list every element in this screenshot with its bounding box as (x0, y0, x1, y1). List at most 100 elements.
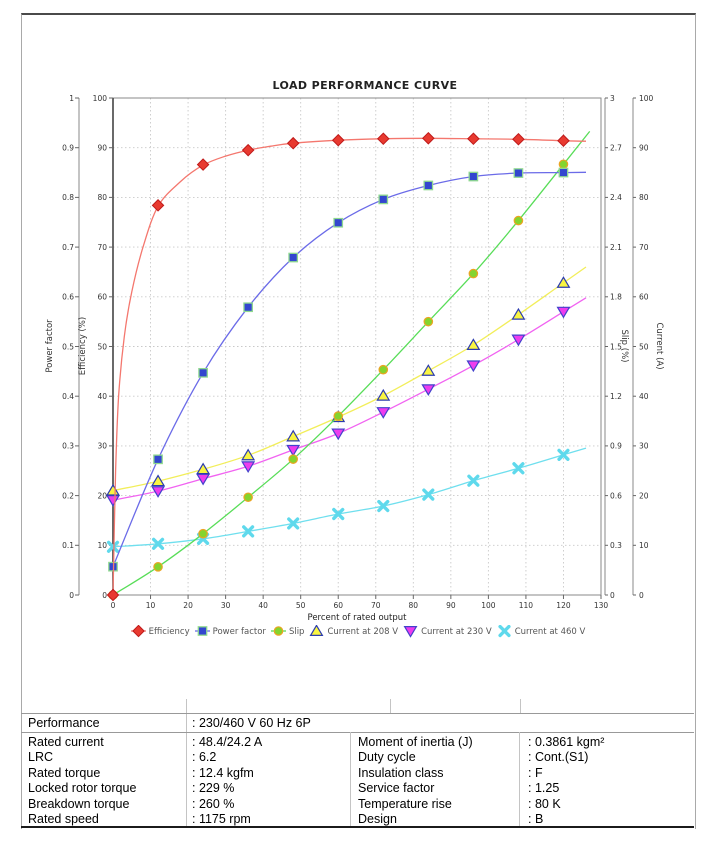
legend-label: Efficiency (148, 626, 190, 637)
row-value: : 260 % (192, 796, 235, 811)
svg-text:30: 30 (221, 601, 231, 610)
row-label: Rated speed (28, 811, 99, 826)
svg-text:60: 60 (639, 293, 649, 302)
svg-text:20: 20 (183, 601, 193, 610)
svg-text:0.6: 0.6 (62, 293, 74, 302)
row-value: : 48.4/24.2 A (192, 735, 263, 749)
svg-text:0: 0 (111, 601, 116, 610)
svg-text:70: 70 (97, 243, 107, 252)
svg-text:1.8: 1.8 (610, 293, 622, 302)
row-label: Rated torque (28, 765, 101, 780)
svg-text:100: 100 (481, 601, 496, 610)
table-row: Rated torque : 12.4 kgfm (28, 766, 348, 781)
svg-text:0: 0 (102, 591, 107, 600)
row-label: Breakdown torque (28, 796, 130, 811)
svg-text:0.1: 0.1 (62, 541, 74, 550)
row-value: : 12.4 kgfm (192, 765, 254, 780)
legend-item-current-at-460-v: Current at 460 V (497, 625, 586, 638)
table-divider (350, 732, 351, 827)
row-value: : 1175 rpm (192, 811, 251, 826)
svg-text:10: 10 (97, 541, 107, 550)
legend-label: Power factor (212, 626, 266, 637)
table-divider (519, 732, 520, 827)
svg-text:Power factor: Power factor (45, 319, 55, 373)
svg-text:3: 3 (610, 94, 615, 103)
svg-text:60: 60 (97, 293, 107, 302)
svg-text:100: 100 (639, 94, 654, 103)
svg-text:30: 30 (97, 442, 107, 451)
svg-text:0.8: 0.8 (62, 193, 74, 202)
row-value: : 229 % (192, 781, 235, 796)
x-marker-icon (498, 625, 511, 638)
legend-item-slip: Slip (270, 625, 305, 638)
row-value: : 1.25 (528, 781, 560, 796)
svg-text:20: 20 (639, 491, 649, 500)
svg-text:0.2: 0.2 (62, 491, 74, 500)
performance-row: Performance : 230/460 V 60 Hz 6P (28, 714, 688, 732)
circle-marker-icon (270, 626, 286, 636)
svg-text:0.3: 0.3 (610, 541, 622, 550)
row-label: Service factor (358, 781, 435, 796)
row-value: : 0.3861 kgm² (528, 735, 605, 749)
svg-text:2.1: 2.1 (610, 243, 622, 252)
svg-text:2.7: 2.7 (610, 144, 622, 153)
triangle-down-marker-icon (403, 626, 418, 638)
table-row: Rated speed : 1175 rpm (28, 812, 348, 827)
svg-text:90: 90 (97, 144, 107, 153)
svg-text:100: 100 (93, 94, 108, 103)
row-label: Temperature rise (358, 796, 452, 811)
spec-table-left: Rated current: 48.4/24.2 A LRC: 6.2 Rated … (28, 735, 348, 827)
svg-text:120: 120 (556, 601, 571, 610)
table-row: Design: B (358, 812, 688, 827)
triangle-up-marker-icon (310, 625, 324, 636)
row-value: : 6.2 (192, 750, 217, 765)
row-label: Rated current (28, 735, 104, 749)
row-label: Insulation class (358, 765, 444, 780)
legend-label: Current at 230 V (421, 626, 492, 637)
table-row: Service factor : 1.25 (358, 781, 688, 796)
legend-label: Current at 460 V (514, 626, 586, 637)
legend-label: Slip (288, 626, 305, 637)
svg-text:0.5: 0.5 (62, 342, 74, 351)
svg-text:0.7: 0.7 (62, 243, 74, 252)
svg-text:0.4: 0.4 (62, 392, 74, 401)
performance-label: Performance (28, 716, 100, 730)
row-label: Locked rotor torque (28, 781, 137, 796)
svg-text:70: 70 (371, 601, 381, 610)
row-label: Moment of inertia (J) (358, 735, 473, 749)
svg-text:70: 70 (639, 243, 649, 252)
legend-item-power-factor: Power factor (194, 625, 266, 638)
svg-text:130: 130 (594, 601, 609, 610)
svg-text:0.9: 0.9 (610, 442, 622, 451)
svg-text:2.4: 2.4 (610, 193, 622, 202)
svg-text:30: 30 (639, 442, 649, 451)
svg-text:10: 10 (639, 541, 649, 550)
svg-text:50: 50 (97, 342, 107, 351)
svg-text:1: 1 (69, 94, 74, 103)
svg-text:50: 50 (639, 342, 649, 351)
svg-text:Efficiency (%): Efficiency (%) (78, 317, 88, 375)
svg-text:0: 0 (69, 591, 74, 600)
svg-text:0: 0 (639, 591, 644, 600)
svg-text:Current (A): Current (A) (654, 322, 664, 369)
svg-text:40: 40 (258, 601, 268, 610)
svg-text:10: 10 (146, 601, 156, 610)
table-divider (186, 699, 187, 827)
page-border (21, 13, 696, 829)
svg-text:80: 80 (639, 193, 649, 202)
load-performance-chart: 0 0.1 0.2 0.3 0.4 0.5 0.6 0.7 0.8 0.9 1 Power facto… (45, 94, 664, 623)
table-mid-rule (21, 732, 694, 733)
chart-legend: Efficiency Power factor Slip Current at 208… (0, 625, 716, 638)
table-row: Insulation class: F (358, 766, 688, 781)
svg-text:80: 80 (409, 601, 419, 610)
svg-text:110: 110 (519, 601, 534, 610)
svg-text:0.6: 0.6 (610, 491, 622, 500)
svg-text:20: 20 (97, 491, 107, 500)
svg-text:50: 50 (296, 601, 306, 610)
table-row: Duty cycle: Cont.(S1) (358, 750, 688, 765)
svg-text:1.5: 1.5 (610, 342, 622, 351)
svg-text:40: 40 (639, 392, 649, 401)
svg-text:90: 90 (446, 601, 456, 610)
svg-text:1.2: 1.2 (610, 392, 622, 401)
table-row: LRC: 6.2 (28, 750, 348, 765)
